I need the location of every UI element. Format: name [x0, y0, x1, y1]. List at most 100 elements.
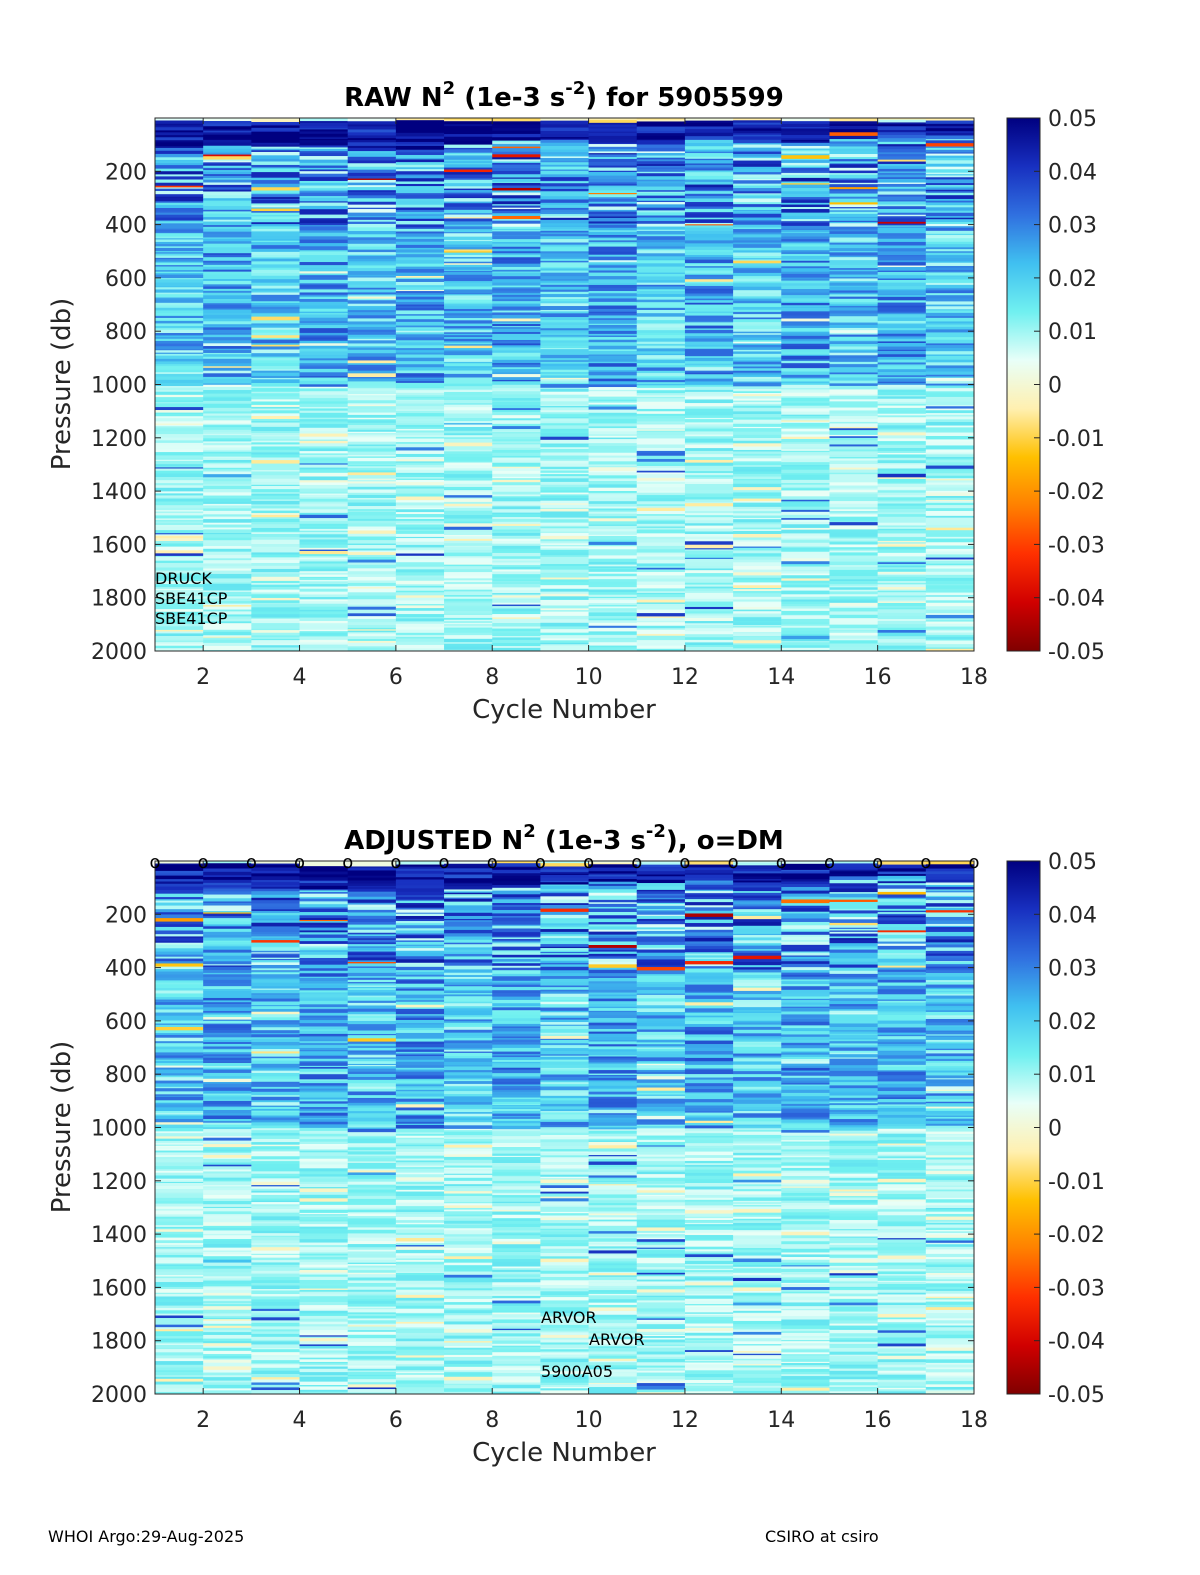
- heatmap-cell: [299, 1088, 349, 1092]
- heatmap-cell: [684, 313, 734, 316]
- heatmap-cell: [155, 1342, 204, 1344]
- heatmap-cell: [444, 134, 493, 138]
- heatmap-cell: [684, 548, 734, 550]
- heatmap-cell: [299, 1174, 349, 1177]
- heatmap-cell: [829, 606, 879, 609]
- heatmap-cell: [395, 146, 445, 151]
- heatmap-cell: [877, 468, 927, 471]
- heatmap-cell: [492, 257, 541, 259]
- heatmap-cell: [588, 203, 638, 207]
- heatmap-cell: [588, 263, 638, 266]
- heatmap-cell: [492, 400, 541, 403]
- heatmap-cell: [299, 1042, 349, 1046]
- heatmap-cell: [251, 527, 301, 532]
- heatmap-cell: [733, 258, 782, 260]
- heatmap-cell: [636, 621, 686, 623]
- heatmap-cell: [733, 122, 782, 126]
- heatmap-cell: [492, 287, 541, 289]
- heatmap-cell: [251, 565, 301, 570]
- heatmap-cell: [781, 551, 830, 556]
- heatmap-cell: [251, 269, 301, 274]
- heatmap-cell: [347, 381, 397, 386]
- heatmap-cell: [781, 260, 830, 264]
- heatmap-cell: [492, 584, 541, 588]
- heatmap-cell: [684, 356, 734, 359]
- heatmap-cell: [636, 520, 686, 523]
- heatmap-cell: [155, 358, 204, 362]
- heatmap-cell: [781, 434, 830, 438]
- heatmap-cell: [588, 324, 638, 328]
- heatmap-cell: [299, 301, 349, 306]
- heatmap-cell: [347, 1259, 397, 1264]
- heatmap-cell: [540, 626, 590, 630]
- heatmap-cell: [299, 209, 349, 212]
- heatmap-cell: [155, 638, 204, 642]
- heatmap-cell: [347, 1113, 397, 1118]
- heatmap-cell: [299, 218, 349, 220]
- heatmap-cell: [444, 386, 493, 391]
- heatmap-cell: [492, 190, 541, 193]
- heatmap-cell: [540, 514, 590, 518]
- heatmap-cell: [781, 633, 830, 637]
- heatmap-cell: [733, 136, 782, 141]
- heatmap-cell: [203, 269, 252, 273]
- heatmap-cell: [636, 567, 686, 570]
- heatmap-cell: [203, 578, 252, 582]
- heatmap-cell: [877, 560, 927, 563]
- heatmap-cell: [588, 631, 638, 634]
- heatmap-cell: [540, 410, 590, 413]
- heatmap-cell: [299, 118, 349, 122]
- heatmap-cell: [203, 1110, 252, 1114]
- heatmap-cell: [829, 436, 879, 439]
- heatmap-cell: [684, 499, 734, 503]
- heatmap-cell: [684, 592, 734, 597]
- heatmap-cell: [877, 214, 927, 217]
- heatmap-cell: [299, 1090, 349, 1093]
- heatmap-cell: [829, 498, 879, 502]
- heatmap-cell: [299, 1330, 349, 1333]
- heatmap-cell: [395, 174, 445, 177]
- heatmap-cell: [636, 428, 686, 430]
- heatmap-cell: [781, 558, 830, 562]
- heatmap-cell: [684, 386, 734, 391]
- heatmap-cell: [636, 126, 686, 131]
- heatmap-cell: [155, 507, 204, 511]
- heatmap-cell: [251, 1190, 301, 1193]
- heatmap-cell: [347, 1247, 397, 1251]
- heatmap-cell: [155, 899, 204, 902]
- heatmap-cell: [347, 599, 397, 604]
- heatmap-cell: [155, 961, 204, 964]
- heatmap-cell: [203, 337, 252, 341]
- heatmap-cell: [540, 337, 590, 341]
- heatmap-cell: [251, 351, 301, 354]
- heatmap-cell: [733, 556, 782, 561]
- heatmap-cell: [829, 292, 879, 295]
- heatmap-cell: [203, 211, 252, 214]
- heatmap-cell: [251, 1194, 301, 1199]
- heatmap-cell: [347, 1314, 397, 1316]
- heatmap-cell: [877, 582, 927, 585]
- heatmap-cell: [925, 261, 975, 264]
- heatmap-cell: [829, 457, 879, 459]
- heatmap-cell: [636, 424, 686, 429]
- heatmap-cell: [155, 1181, 204, 1184]
- heatmap-cell: [347, 135, 397, 139]
- heatmap-cell: [492, 209, 541, 212]
- heatmap-cell: [636, 633, 686, 637]
- heatmap-cell: [299, 921, 349, 924]
- heatmap-cell: [877, 441, 927, 444]
- heatmap-cell: [829, 579, 879, 582]
- heatmap-cell: [203, 1162, 252, 1166]
- heatmap-cell: [492, 323, 541, 327]
- heatmap-cell: [829, 440, 879, 444]
- heatmap-cell: [347, 536, 397, 541]
- heatmap-cell: [203, 868, 252, 873]
- heatmap-cell: [299, 1344, 349, 1347]
- heatmap-cell: [251, 1285, 301, 1290]
- heatmap-cell: [347, 1339, 397, 1343]
- heatmap-cell: [251, 1313, 301, 1316]
- heatmap-cell: [299, 1127, 349, 1132]
- heatmap-cell: [733, 508, 782, 512]
- heatmap-cell: [299, 294, 349, 296]
- heatmap-cell: [155, 445, 204, 449]
